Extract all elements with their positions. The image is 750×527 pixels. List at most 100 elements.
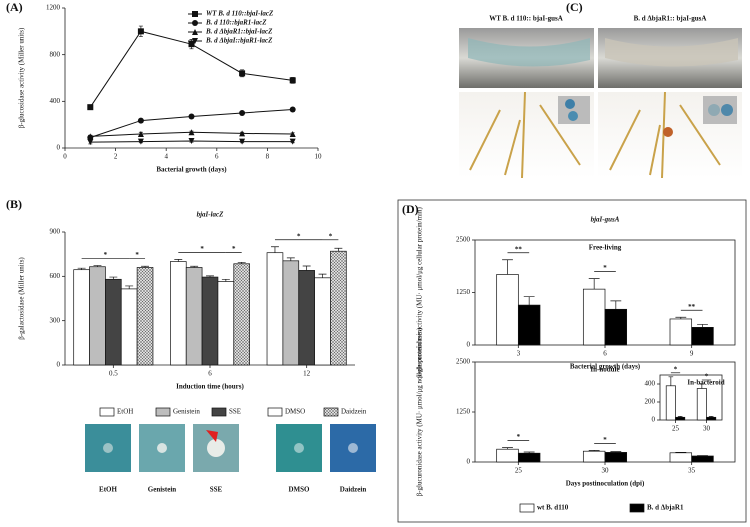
legend-label: Genistein [173, 408, 200, 416]
x-tick-label: 6 [603, 350, 607, 358]
y-tick-label: 200 [645, 398, 656, 406]
photo-caption: SSE [210, 486, 223, 494]
significance-label: * [200, 245, 204, 253]
nodule [721, 104, 733, 116]
marker [137, 28, 144, 35]
legend-swatch [155, 407, 171, 417]
y-tick-label: 0 [467, 458, 471, 466]
y-tick-label: 600 [50, 272, 61, 280]
legend-swatch [323, 407, 339, 417]
bar [675, 416, 686, 421]
error-bar [77, 267, 86, 270]
marker [239, 130, 246, 137]
bar [105, 278, 122, 366]
y-tick-label: 2500 [456, 358, 471, 366]
x-tick-label: 3 [517, 350, 521, 358]
error-bar [302, 265, 311, 271]
bar [517, 452, 541, 463]
subtitle: In-nodule [590, 366, 619, 374]
disc [294, 443, 304, 453]
marker [239, 138, 246, 145]
plot-frame [474, 361, 736, 463]
legend-label: EtOH [117, 408, 133, 416]
marker [188, 138, 195, 144]
legend-label: SSE [229, 408, 241, 416]
disc [348, 443, 358, 453]
y-axis-label: β-glucuronidase activity (MU· μmol/μg ce… [416, 207, 424, 378]
bar [665, 385, 676, 421]
marker [239, 70, 246, 77]
significance-label: * [517, 433, 521, 441]
marker [87, 133, 94, 140]
x-tick-label: 8 [266, 153, 270, 161]
bar [691, 455, 714, 463]
error-bar [523, 296, 535, 306]
bar [170, 261, 187, 366]
error-bar [697, 324, 708, 328]
colony-streak [468, 38, 590, 67]
bar [496, 274, 519, 346]
legend-label: wt B. d110 [537, 504, 569, 512]
photo-caption: WT B. d 110:: bjaI-gusA [489, 15, 563, 23]
nodule [708, 104, 720, 116]
x-tick-label: 4 [164, 153, 168, 161]
x-tick-label: 6 [208, 370, 212, 378]
error-bar [677, 416, 683, 418]
legend-label: WT B. d 110::bjaI-lacZ [206, 10, 274, 18]
bar [496, 448, 519, 463]
legend-swatch [99, 407, 115, 417]
bar [266, 252, 284, 366]
y-tick-label: 0 [652, 416, 656, 424]
significance-label: ** [515, 245, 523, 253]
y-tick-label: 300 [50, 316, 61, 324]
bar [73, 269, 90, 366]
photo-caption: Daidzein [340, 486, 367, 494]
bar [120, 288, 138, 366]
x-tick-label: 25 [515, 467, 523, 475]
x-axis-label: Bacterial growth (days) [570, 363, 641, 371]
y-tick-label: 900 [50, 228, 61, 236]
nodule [568, 111, 578, 121]
error-bar [270, 246, 279, 253]
legend-swatch [519, 503, 535, 513]
significance-label: * [705, 373, 709, 381]
bar [691, 327, 714, 346]
y-tick-label: 400 [645, 380, 656, 388]
y-tick-label: 800 [50, 50, 61, 58]
disc [207, 439, 225, 457]
error-bar [502, 259, 513, 275]
significance-label: * [297, 232, 301, 240]
panel-label: (A) [6, 0, 23, 14]
legend-label: B. d ΔbjaI::bjaR1-lacZ [205, 37, 273, 45]
error-bar [141, 265, 150, 268]
legend-label: Daidzein [341, 408, 367, 416]
x-axis-label: Bacterial growth (days) [156, 166, 227, 174]
marker [137, 131, 144, 137]
bar [233, 263, 250, 366]
significance-label: * [329, 232, 333, 240]
marker [289, 131, 296, 137]
y-tick-label: 0 [467, 341, 471, 349]
legend-label: B. d ΔbjaR1 [647, 504, 684, 512]
y-tick-label: 1250 [456, 408, 471, 416]
error-bar [502, 447, 513, 450]
error-bar [588, 450, 600, 452]
legend-swatch [629, 503, 645, 513]
bar [517, 304, 541, 346]
error-bar [668, 376, 674, 386]
error-bar [334, 247, 343, 252]
marker [188, 41, 195, 48]
y-tick-label: 400 [50, 97, 61, 105]
y-tick-label: 2500 [456, 236, 471, 244]
bar [669, 318, 693, 346]
bar [582, 450, 606, 463]
x-tick-label: 30 [602, 467, 610, 475]
error-bar [174, 258, 183, 262]
marker [188, 113, 195, 120]
error-bar [588, 278, 600, 290]
colony-streak [605, 38, 738, 67]
significance-label: * [232, 245, 236, 253]
disc [157, 443, 167, 453]
panel-frame [397, 199, 747, 523]
